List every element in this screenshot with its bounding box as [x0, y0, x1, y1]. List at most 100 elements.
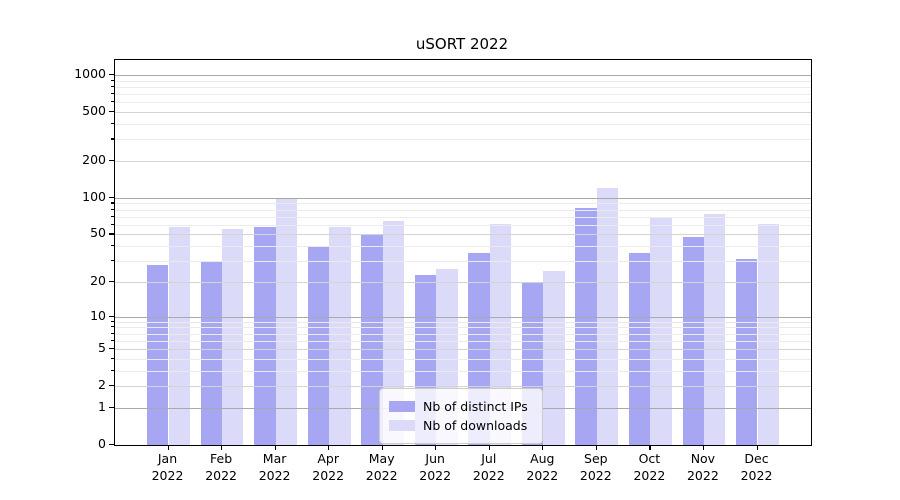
x-tick-label-jan: Jan 2022 [151, 451, 184, 483]
gridline-8 [115, 327, 811, 329]
gridline-400 [115, 124, 811, 125]
gridline-1000 [115, 75, 811, 76]
y-minor-tick-mark [111, 202, 114, 204]
y-tick-mark [109, 385, 114, 387]
y-minor-tick-mark [111, 260, 114, 262]
gridline-4 [115, 358, 811, 360]
x-tick-mark [702, 445, 705, 450]
gridline-2 [115, 386, 811, 388]
x-tick-mark [542, 445, 544, 450]
downloads-swatch-icon [389, 420, 415, 431]
y-minor-tick-mark [111, 339, 114, 341]
y-tick-label-0: 0 [98, 436, 106, 451]
gridline-3 [115, 370, 811, 372]
y-minor-tick-mark [111, 79, 114, 81]
bar-downloads-apr [329, 226, 351, 445]
y-tick-mark [109, 74, 114, 76]
x-tick-mark [274, 445, 276, 450]
bar-downloads-nov [703, 213, 726, 445]
bar-distinct-ips-may [361, 234, 383, 445]
gridline-40 [115, 246, 811, 248]
y-tick-label-1000: 1000 [74, 66, 106, 81]
bar-distinct-ips-sep [575, 207, 597, 445]
x-tick-label-dec: Dec 2022 [740, 451, 773, 483]
y-minor-tick-mark [111, 93, 114, 95]
y-tick-mark [109, 348, 114, 350]
x-tick-mark [167, 445, 169, 450]
y-minor-tick-mark [111, 245, 114, 247]
bar-distinct-ips-dec [736, 259, 758, 445]
y-tick-mark [109, 406, 114, 409]
legend: Nb of distinct IPs Nb of downloads [379, 388, 543, 444]
gridline-7 [115, 333, 811, 335]
gridline-20 [115, 281, 811, 283]
y-minor-tick-mark [111, 320, 114, 322]
legend-item-downloads: Nb of downloads [389, 417, 532, 434]
x-tick-mark [595, 445, 597, 450]
bar-downloads-mar [275, 197, 297, 445]
gridline-80 [115, 209, 811, 211]
x-tick-mark [435, 445, 437, 450]
y-tick-label-2: 2 [98, 377, 106, 393]
x-tick-label-aug: Aug 2022 [526, 451, 559, 483]
y-tick-mark [109, 111, 114, 113]
x-tick-mark [221, 445, 223, 450]
y-minor-tick-mark [111, 208, 114, 210]
y-tick-label-10: 10 [90, 307, 106, 323]
gridline-10 [115, 316, 811, 318]
gridline-90 [115, 203, 811, 205]
y-tick-mark [109, 233, 114, 235]
x-tick-label-mar: Mar 2022 [258, 451, 291, 483]
x-tick-label-feb: Feb 2022 [205, 451, 237, 483]
legend-label: Nb of distinct IPs [423, 399, 528, 414]
y-minor-tick-mark [111, 369, 114, 371]
bar-downloads-oct [650, 216, 672, 445]
x-tick-label-apr: Apr 2022 [312, 451, 345, 483]
x-tick-label-sep: Sep 2022 [579, 451, 612, 483]
bar-downloads-aug [543, 270, 565, 445]
gridline-50 [115, 234, 811, 236]
bar-downloads-jan [168, 226, 190, 445]
y-tick-mark [109, 315, 114, 317]
gridline-700 [115, 94, 811, 96]
y-minor-tick-mark [111, 138, 114, 140]
x-tick-label-jun: Jun 2022 [419, 451, 452, 483]
x-tick-label-oct: Oct 2022 [633, 451, 666, 483]
distinct-ips-swatch-icon [389, 401, 415, 412]
y-tick-label-20: 20 [90, 272, 106, 288]
plot-area [114, 59, 812, 446]
x-tick-mark [649, 445, 651, 450]
bar-distinct-ips-jan [147, 264, 169, 445]
y-minor-tick-mark [111, 101, 114, 103]
gridline-60 [115, 224, 811, 226]
y-tick-mark [109, 280, 114, 283]
x-tick-mark [488, 445, 490, 450]
y-minor-tick-mark [111, 85, 114, 88]
gridline-500 [115, 112, 811, 114]
gridline-5 [115, 349, 811, 350]
x-tick-mark [381, 445, 383, 450]
bar-distinct-ips-mar [254, 226, 276, 445]
y-tick-mark [109, 444, 114, 446]
x-tick-label-nov: Nov 2022 [686, 451, 719, 483]
x-tick-label-may: May 2022 [365, 451, 398, 483]
bar-distinct-ips-feb [200, 261, 223, 445]
bar-distinct-ips-apr [307, 247, 330, 445]
gridline-800 [115, 86, 811, 88]
x-tick-mark [756, 445, 758, 450]
gridline-70 [115, 216, 811, 218]
gridline-9 [115, 321, 811, 323]
y-tick-label-50: 50 [90, 225, 106, 241]
gridline-600 [115, 102, 811, 104]
y-tick-label-100: 100 [82, 188, 106, 204]
y-tick-mark [109, 160, 114, 162]
x-tick-label-jul: Jul 2022 [472, 451, 505, 483]
chart-title: uSORT 2022 [415, 35, 509, 53]
gridline-300 [115, 139, 811, 141]
y-tick-label-1: 1 [98, 398, 106, 414]
y-tick-label-5: 5 [98, 340, 106, 355]
y-minor-tick-mark [111, 223, 114, 225]
gridline-30 [115, 261, 811, 263]
x-tick-mark [328, 445, 330, 450]
